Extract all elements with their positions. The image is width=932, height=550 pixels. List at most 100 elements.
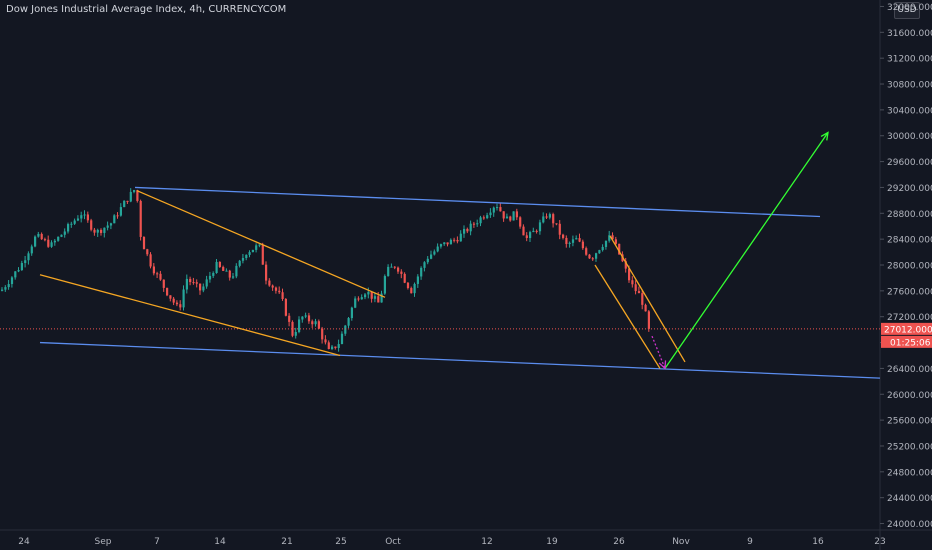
candle [189,276,192,286]
candle [532,227,535,233]
candle [172,296,175,306]
candle [192,277,195,285]
candle [199,283,202,295]
candle [568,241,571,248]
candle [123,200,126,208]
candle [37,231,40,238]
candle [558,220,561,240]
forecast-arrow-head [820,131,829,141]
candle [238,259,241,268]
candle [113,214,116,224]
candle [268,278,271,287]
candle [100,228,103,236]
candle [60,234,63,238]
time-tick-label: 24 [18,537,30,547]
price-axis[interactable]: 32000.0000 31600.0000 31200.0000 30800.0000… [879,0,932,550]
candle [416,274,419,288]
candle [298,316,301,334]
candle [73,218,76,225]
candle [215,258,218,274]
candle [119,203,122,217]
time-tick-label: 12 [481,537,492,547]
candle [261,242,264,265]
candle [169,295,172,302]
candle [618,243,621,255]
price-tick-label: 29600.0000 [887,158,932,168]
forecast-dotted-arrow-head [658,360,667,370]
candle [373,292,377,303]
candle [278,286,281,294]
candle [208,271,212,283]
candle [284,298,287,317]
candle [588,253,591,259]
candle [205,275,208,289]
wedge-2-bottom-line[interactable] [594,264,661,369]
candle [337,339,340,352]
candle [446,242,449,247]
candle [357,296,360,302]
wedge-1-bottom-line[interactable] [39,274,341,357]
candle [430,250,433,260]
candle [525,232,528,242]
candle [387,264,390,277]
candle [552,212,555,228]
wedge-2-top-line[interactable] [609,235,686,363]
candle [7,280,10,290]
candle [624,257,627,273]
candle [644,303,647,312]
candle [413,282,416,297]
time-tick-label: 9 [747,537,753,547]
current-price-label: 27012.0000 [881,322,932,335]
candle [93,227,96,236]
candle [76,215,80,222]
candle [347,316,350,329]
candle [142,236,146,250]
candle [195,279,198,288]
candle [324,335,327,345]
time-tick-label: 7 [154,537,160,547]
candle [258,244,261,248]
forecast-dotted-line[interactable] [651,335,666,369]
candle [182,285,185,311]
price-tick-label: 26400.0000 [887,365,932,375]
channel-top-line[interactable] [134,186,821,218]
time-tick-label: 25 [335,537,346,547]
candle [281,288,284,301]
candle [162,279,165,292]
candle [185,274,188,294]
wedge-1-top-line[interactable] [136,190,386,298]
candle [96,228,99,237]
candle [159,270,162,281]
time-axis[interactable]: 24 Sep 7 14 21 25 Oct 12 19 26 Nov 9 16 23 [0,529,932,547]
currency-button[interactable]: USD [894,2,920,19]
channel-bottom-line[interactable] [39,341,881,379]
price-tick-label: 29200.0000 [887,184,932,194]
forecast-arrow-line[interactable] [664,132,829,369]
candle [294,327,297,339]
time-tick-label: Sep [95,537,112,547]
candle [24,255,27,268]
candle [47,235,50,248]
candle [129,188,132,203]
candle [232,273,235,279]
candle [492,206,495,217]
annotation-layer [0,131,881,379]
candle [545,213,548,219]
candle [529,230,532,243]
candle [406,282,410,290]
price-tick-label: 28000.0000 [887,262,932,272]
price-tick-label: 28800.0000 [887,210,932,220]
price-tick-label: 25600.0000 [887,417,932,427]
candle [456,236,459,244]
time-tick-label: 19 [546,537,558,547]
candle [126,200,129,204]
price-tick-label: 24000.0000 [887,520,932,530]
time-tick-label: Oct [385,537,401,547]
candle [334,346,337,350]
candle [364,293,367,300]
candle [380,290,383,303]
candle [370,291,373,303]
candle [103,227,106,238]
candle [241,253,245,264]
